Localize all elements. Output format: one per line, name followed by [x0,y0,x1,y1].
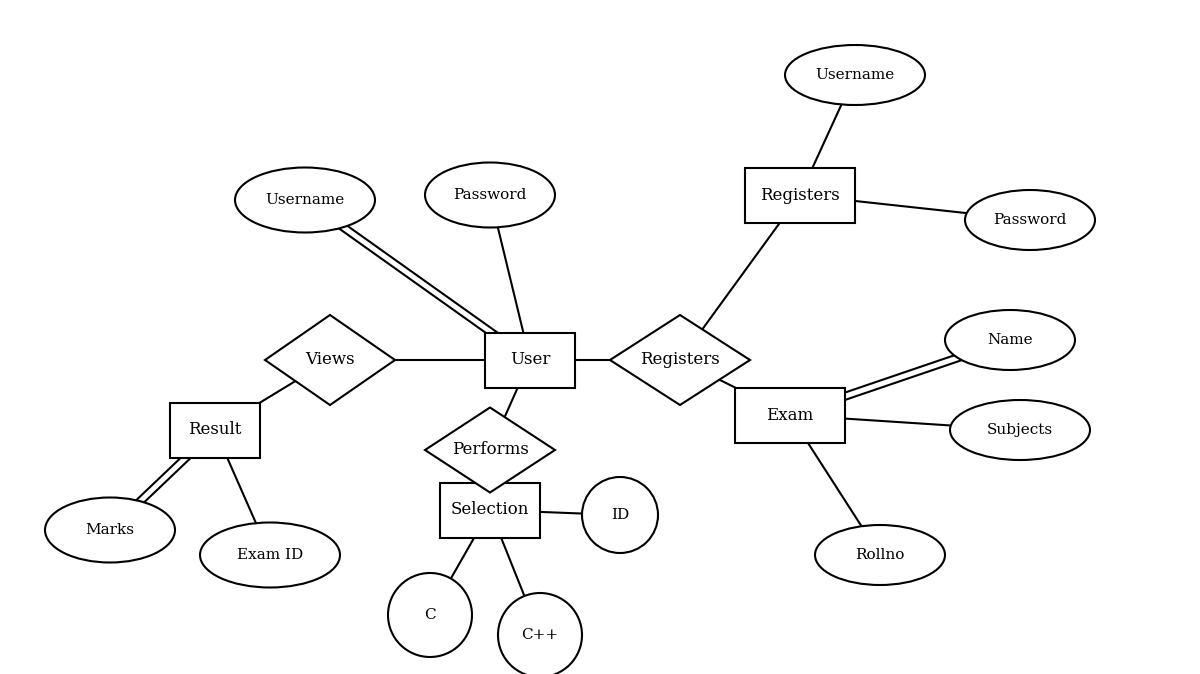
Ellipse shape [46,497,175,563]
Text: Marks: Marks [85,523,134,537]
Ellipse shape [965,190,1096,250]
Text: Selection: Selection [451,501,529,518]
Ellipse shape [950,400,1090,460]
Bar [440,483,540,537]
Circle shape [582,477,658,553]
Text: Subjects: Subjects [986,423,1054,437]
Text: Result: Result [188,421,241,439]
Text: Registers: Registers [640,352,720,369]
Ellipse shape [200,522,340,588]
Text: Username: Username [815,68,895,82]
Text: C++: C++ [522,628,558,642]
Circle shape [388,573,472,657]
Text: C: C [424,608,436,622]
Text: Rollno: Rollno [856,548,905,562]
Polygon shape [425,408,554,493]
Ellipse shape [815,525,946,585]
Bar [485,332,575,388]
Text: Exam: Exam [767,406,814,423]
Text: Registers: Registers [760,187,840,204]
Ellipse shape [785,45,925,105]
Ellipse shape [946,310,1075,370]
Ellipse shape [425,162,554,228]
Text: Password: Password [454,188,527,202]
Ellipse shape [235,168,374,233]
Text: Name: Name [988,333,1033,347]
Polygon shape [265,315,395,405]
Text: Performs: Performs [451,441,528,458]
Text: ID: ID [611,508,629,522]
Polygon shape [610,315,750,405]
Circle shape [498,593,582,674]
Text: User: User [510,352,550,369]
Bar [734,388,845,443]
Bar [745,168,854,222]
Bar [170,402,260,458]
Text: Views: Views [305,352,355,369]
Text: Password: Password [994,213,1067,227]
Text: Username: Username [265,193,344,207]
Text: Exam ID: Exam ID [236,548,304,562]
